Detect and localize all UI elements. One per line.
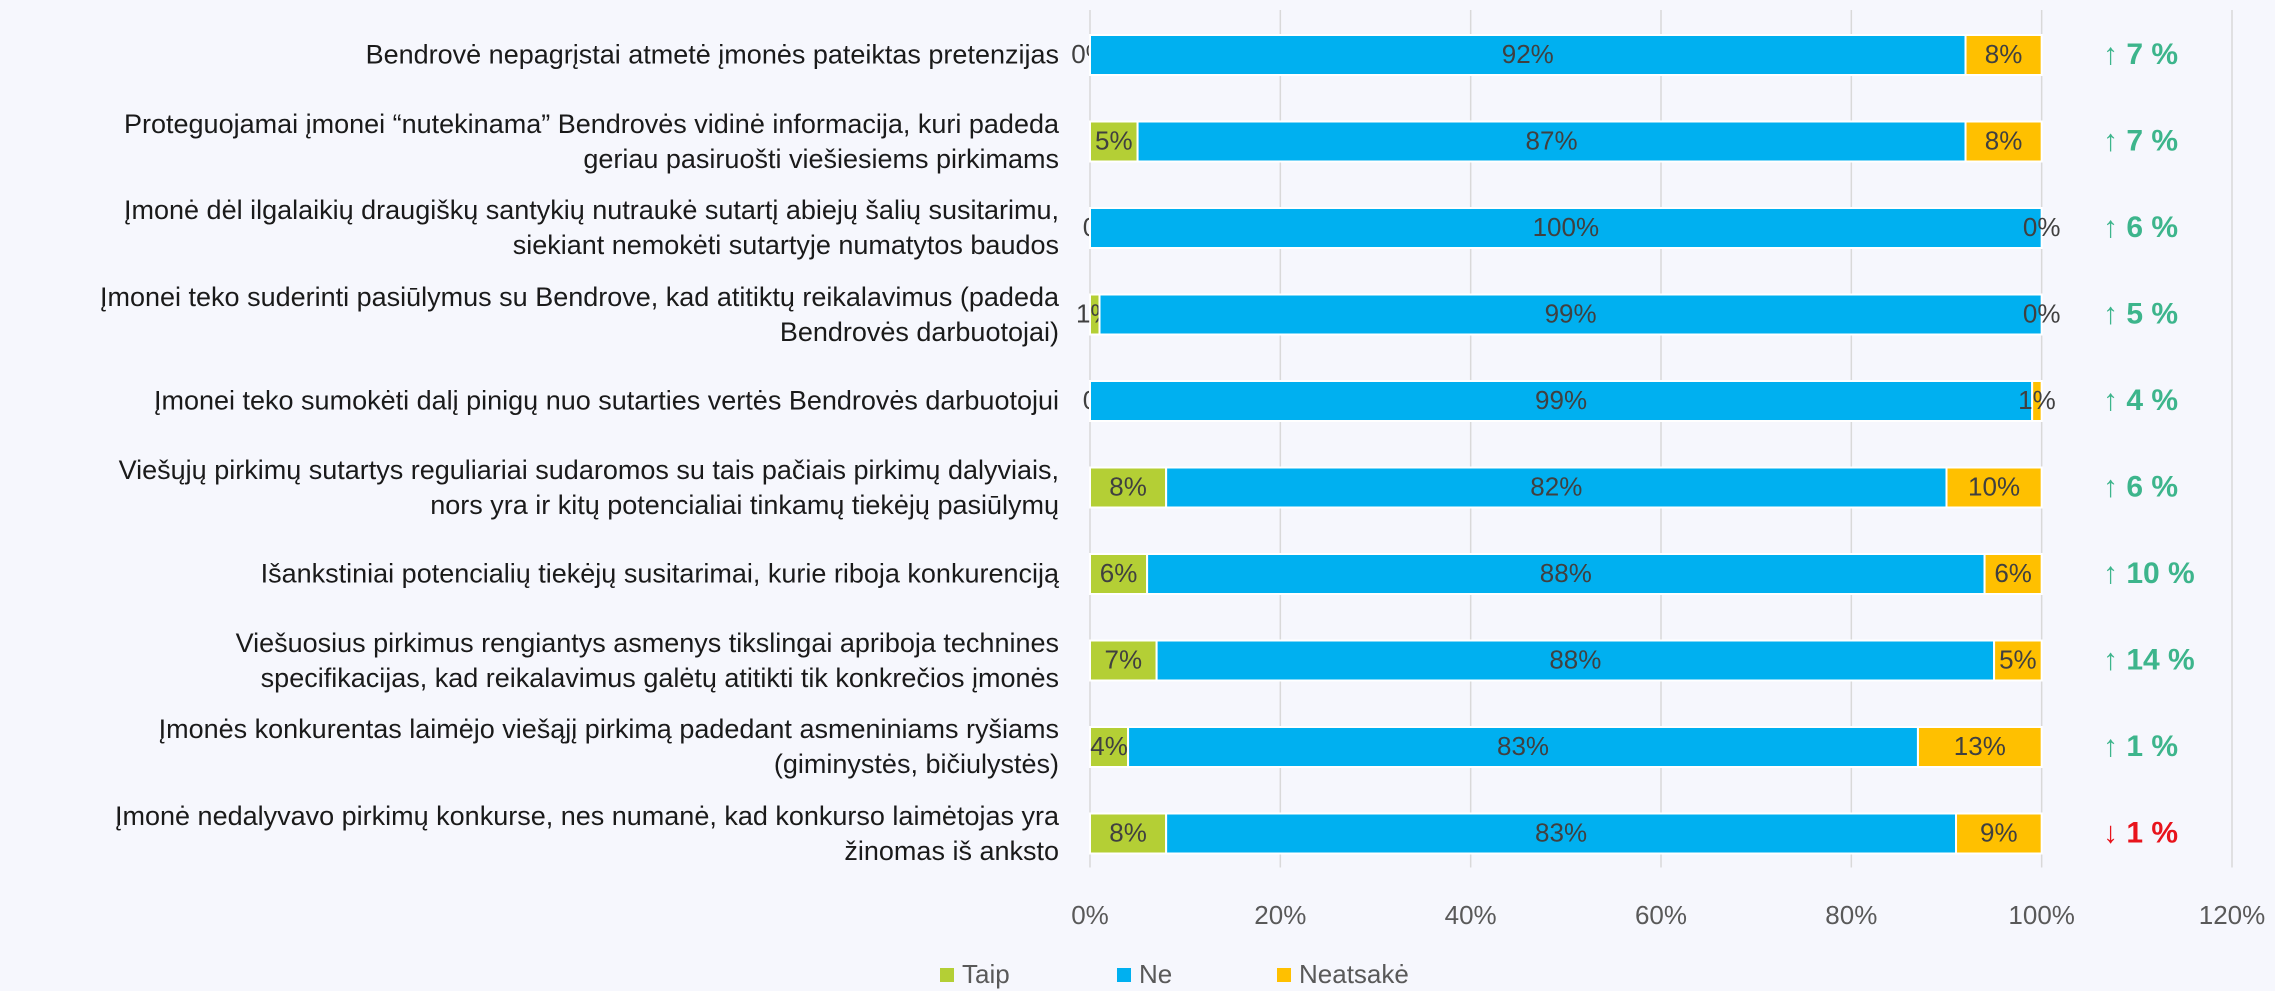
bar-segment xyxy=(1955,812,2043,855)
x-tick-label: 40% xyxy=(1445,900,1497,930)
x-tick-label: 60% xyxy=(1635,900,1687,930)
category-label: Įmonei teko sumokėti dalį pinigų nuo sut… xyxy=(153,385,1059,416)
data-label: 5% xyxy=(1999,644,2037,674)
category-label: Išankstiniai potencialių tiekėjų susitar… xyxy=(260,558,1059,589)
bar-segment xyxy=(1165,466,1948,509)
data-label: 8% xyxy=(1985,125,2023,155)
bar-segment xyxy=(1945,466,2043,509)
x-tick-label: 100% xyxy=(2008,900,2075,930)
x-tick-label: 20% xyxy=(1254,900,1306,930)
data-label: 1% xyxy=(2018,385,2056,415)
data-label: 88% xyxy=(1549,644,1601,674)
data-label: 8% xyxy=(1109,817,1147,847)
data-label: 83% xyxy=(1535,817,1587,847)
bar-segment xyxy=(1964,120,2043,163)
bar-segment xyxy=(1089,812,1168,855)
change-annotation: ↑ 5 % xyxy=(2103,297,2178,330)
category-label: Įmonė dėl ilgalaikių draugiškų santykių … xyxy=(124,194,1059,260)
data-label: 88% xyxy=(1540,558,1592,588)
change-annotation: ↑ 1 % xyxy=(2103,730,2178,763)
data-label: 99% xyxy=(1535,385,1587,415)
bar-segment xyxy=(1136,120,1967,163)
data-label: 83% xyxy=(1497,731,1549,761)
x-tick-label: 80% xyxy=(1825,900,1877,930)
legend-label: Taip xyxy=(962,959,1010,989)
bar-segment xyxy=(1983,553,2043,595)
legend-swatch xyxy=(940,968,954,982)
data-label: 13% xyxy=(1954,731,2006,761)
change-annotation: ↑ 7 % xyxy=(2103,38,2178,71)
legend-label: Neatsakė xyxy=(1299,959,1409,989)
category-label: Įmonė nedalyvavo pirkimų konkurse, nes n… xyxy=(115,800,1059,866)
bar-segment xyxy=(1098,293,2043,336)
category-label: Bendrovė nepagrįstai atmetė įmonės patei… xyxy=(365,39,1059,70)
bar-segment xyxy=(1089,639,1158,682)
data-label: 7% xyxy=(1105,644,1143,674)
data-label: 10% xyxy=(1968,471,2020,501)
change-annotation: ↓ 1 % xyxy=(2103,816,2178,849)
bar-segment xyxy=(1993,639,2043,682)
bar-segment xyxy=(1964,34,2043,76)
data-label: 82% xyxy=(1530,471,1582,501)
data-label: 5% xyxy=(1095,125,1133,155)
data-label: 92% xyxy=(1502,39,1554,69)
data-label: 8% xyxy=(1109,471,1147,501)
bar-segment xyxy=(1127,726,1919,768)
category-label: Įmonės konkurentas laimėjo viešąjį pirki… xyxy=(158,713,1059,779)
data-label: 0% xyxy=(2023,212,2061,242)
change-annotation: ↑ 6 % xyxy=(2103,470,2178,503)
data-label: 9% xyxy=(1980,817,2018,847)
change-annotation: ↑ 6 % xyxy=(2103,211,2178,244)
change-annotation: ↑ 4 % xyxy=(2103,384,2178,417)
bar-segment xyxy=(1089,553,1149,595)
bar-segment xyxy=(1089,34,1967,76)
category-label: Viešųjų pirkimų sutartys reguliariai sud… xyxy=(118,454,1059,520)
data-label: 4% xyxy=(1090,731,1128,761)
legend-swatch xyxy=(1117,968,1131,982)
x-tick-label: 0% xyxy=(1071,900,1109,930)
data-label: 0% xyxy=(2023,298,2061,328)
change-annotation: ↑ 14 % xyxy=(2103,643,2195,676)
legend-label: Ne xyxy=(1139,959,1172,989)
bar-segment xyxy=(2031,380,2043,422)
data-label: 99% xyxy=(1545,298,1597,328)
data-label: 8% xyxy=(1985,39,2023,69)
change-annotation: ↑ 10 % xyxy=(2103,557,2195,590)
bar-segment xyxy=(1089,207,2043,249)
category-label: Viešuosius pirkimus rengiantys asmenys t… xyxy=(235,627,1059,693)
x-tick-label: 120% xyxy=(2199,900,2266,930)
legend-swatch xyxy=(1277,968,1291,982)
data-label: 100% xyxy=(1533,212,1600,242)
change-annotation: ↑ 7 % xyxy=(2103,124,2178,157)
bar-segment xyxy=(1146,553,1986,595)
data-label: 87% xyxy=(1526,125,1578,155)
category-label: Proteguojamai įmonei “nutekinama” Bendro… xyxy=(124,108,1059,174)
data-label: 6% xyxy=(1994,558,2032,588)
category-label: Įmonei teko suderinti pasiūlymus su Bend… xyxy=(100,281,1059,347)
bar-segment xyxy=(1089,726,1130,768)
data-label: 6% xyxy=(1100,558,1138,588)
bar-segment xyxy=(1916,726,2043,768)
